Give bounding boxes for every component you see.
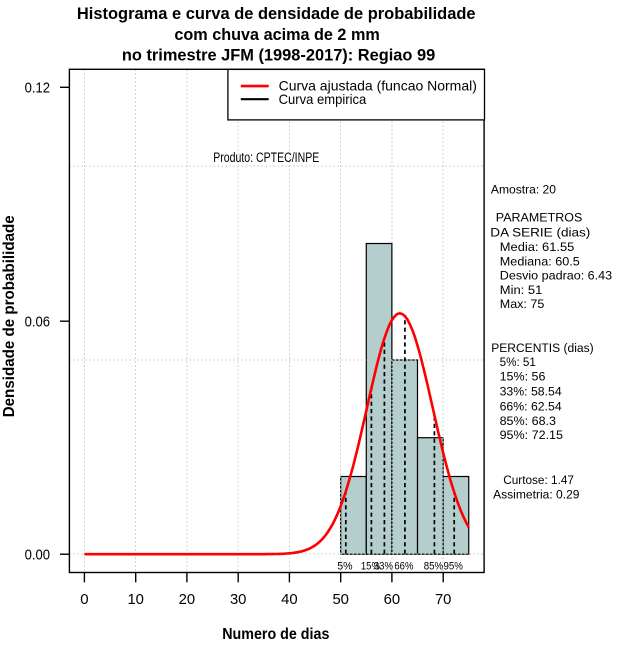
svg-text:Max: 75: Max: 75 xyxy=(500,297,545,311)
svg-text:66%: 62.54: 66%: 62.54 xyxy=(500,399,562,413)
svg-text:Curva empirica: Curva empirica xyxy=(279,92,367,107)
svg-text:33%: 58.54: 33%: 58.54 xyxy=(500,384,562,398)
svg-text:Mediana: 60.5: Mediana: 60.5 xyxy=(500,254,580,268)
svg-text:10: 10 xyxy=(127,591,144,608)
svg-text:Curva ajustada (funcao Normal): Curva ajustada (funcao Normal) xyxy=(279,78,477,93)
svg-text:40: 40 xyxy=(281,591,298,608)
svg-text:85%: 68.3: 85%: 68.3 xyxy=(500,414,557,428)
svg-text:PARAMETROS: PARAMETROS xyxy=(496,211,583,225)
svg-text:95%: 72.15: 95%: 72.15 xyxy=(500,428,564,442)
svg-text:70: 70 xyxy=(435,591,452,608)
svg-text:85%: 85% xyxy=(424,560,444,572)
svg-text:Amostra: 20: Amostra: 20 xyxy=(491,182,556,196)
svg-text:60: 60 xyxy=(384,591,401,608)
svg-text:Media: 61.55: Media: 61.55 xyxy=(500,240,575,254)
svg-text:0: 0 xyxy=(80,591,88,608)
svg-text:PERCENTIS (dias): PERCENTIS (dias) xyxy=(491,341,594,355)
svg-text:50: 50 xyxy=(332,591,349,608)
svg-text:66%: 66% xyxy=(394,560,413,572)
svg-text:no trimestre JFM (1998-2017):: no trimestre JFM (1998-2017): Regiao 99 xyxy=(122,46,435,64)
svg-text:95%: 95% xyxy=(444,560,464,572)
svg-text:0.00: 0.00 xyxy=(25,547,50,564)
svg-text:DA SERIE (dias): DA SERIE (dias) xyxy=(490,225,590,239)
svg-text:5%: 5% xyxy=(337,560,353,572)
svg-text:com chuva acima de 2 mm: com chuva acima de 2 mm xyxy=(174,26,379,44)
svg-text:Numero de dias: Numero de dias xyxy=(222,626,329,643)
svg-text:Densidade de probabilidade: Densidade de probabilidade xyxy=(1,215,18,417)
svg-text:Assimetria: 0.29: Assimetria: 0.29 xyxy=(493,487,580,501)
svg-text:15%: 15% xyxy=(361,560,380,572)
svg-text:Produto: CPTEC/INPE: Produto: CPTEC/INPE xyxy=(213,150,319,165)
svg-text:Curtose: 1.47: Curtose: 1.47 xyxy=(503,473,574,487)
svg-text:Min: 51: Min: 51 xyxy=(500,283,543,297)
svg-text:5%: 51: 5%: 51 xyxy=(500,355,536,369)
svg-text:0.06: 0.06 xyxy=(25,314,50,331)
svg-text:15%: 56: 15%: 56 xyxy=(500,369,546,383)
svg-text:Histograma e curva de densidad: Histograma e curva de densidade de proba… xyxy=(77,5,476,23)
svg-text:20: 20 xyxy=(179,591,196,608)
svg-text:0.12: 0.12 xyxy=(25,80,50,97)
svg-text:Desvio padrao: 6.43: Desvio padrao: 6.43 xyxy=(500,269,612,283)
svg-text:33%: 33% xyxy=(374,560,393,572)
svg-text:30: 30 xyxy=(230,591,247,608)
